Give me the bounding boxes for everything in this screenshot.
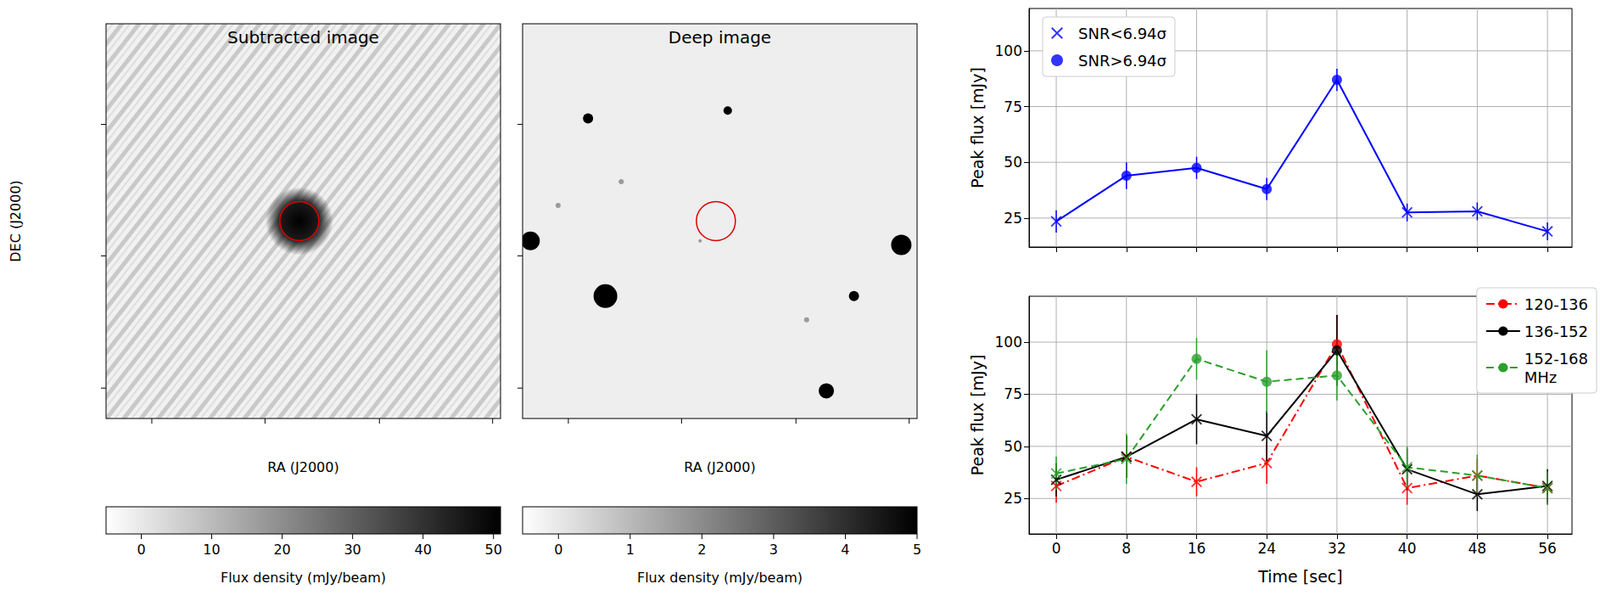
svg-text:0: 0	[553, 541, 563, 558]
svg-text:48: 48	[1468, 539, 1488, 557]
svg-text:8: 8	[1121, 539, 1131, 557]
svg-text:40: 40	[1398, 539, 1417, 557]
svg-text:75: 75	[1003, 385, 1023, 403]
svg-text:20: 20	[273, 541, 291, 558]
svg-text:75: 75	[1003, 98, 1023, 116]
svg-text:120-136: 120-136	[1524, 295, 1589, 314]
svg-text:Time [sec]: Time [sec]	[1257, 566, 1343, 586]
svg-text:4: 4	[840, 541, 850, 558]
svg-text:MHz: MHz	[1524, 368, 1558, 387]
svg-text:Flux density (mJy/beam): Flux density (mJy/beam)	[637, 569, 803, 586]
svg-text:DEC (J2000): DEC (J2000)	[7, 179, 24, 263]
svg-text:RA (J2000): RA (J2000)	[267, 458, 339, 476]
svg-text:SNR>6.94σ: SNR>6.94σ	[1078, 51, 1167, 70]
svg-text:50: 50	[485, 541, 503, 558]
svg-text:100: 100	[995, 333, 1023, 351]
svg-text:SNR<6.94σ: SNR<6.94σ	[1078, 24, 1167, 43]
svg-text:Peak flux [mJy]: Peak flux [mJy]	[967, 67, 987, 189]
svg-text:Peak flux [mJy]: Peak flux [mJy]	[967, 354, 987, 476]
svg-text:10: 10	[202, 541, 220, 558]
svg-text:5: 5	[912, 541, 922, 558]
svg-text:RA (J2000): RA (J2000)	[683, 458, 756, 476]
svg-text:50: 50	[1003, 153, 1023, 171]
svg-text:16: 16	[1187, 539, 1207, 557]
svg-text:100: 100	[995, 42, 1023, 60]
svg-text:Flux density (mJy/beam): Flux density (mJy/beam)	[220, 569, 387, 586]
svg-text:0: 0	[1051, 539, 1062, 557]
svg-text:25: 25	[1003, 489, 1023, 507]
svg-text:0: 0	[136, 541, 146, 558]
svg-text:40: 40	[413, 541, 431, 558]
svg-text:50: 50	[1003, 437, 1023, 455]
svg-text:3: 3	[769, 541, 778, 558]
svg-text:30: 30	[343, 541, 361, 558]
svg-text:56: 56	[1538, 539, 1557, 557]
svg-text:Deep image: Deep image	[668, 27, 772, 48]
svg-text:152-168: 152-168	[1524, 349, 1589, 368]
svg-text:1: 1	[626, 541, 635, 558]
svg-text:24: 24	[1257, 539, 1276, 557]
svg-text:2: 2	[697, 541, 706, 558]
svg-text:136-152: 136-152	[1524, 322, 1589, 341]
svg-text:32: 32	[1327, 539, 1347, 557]
svg-text:25: 25	[1003, 209, 1023, 227]
svg-text:Subtracted image: Subtracted image	[227, 27, 380, 48]
